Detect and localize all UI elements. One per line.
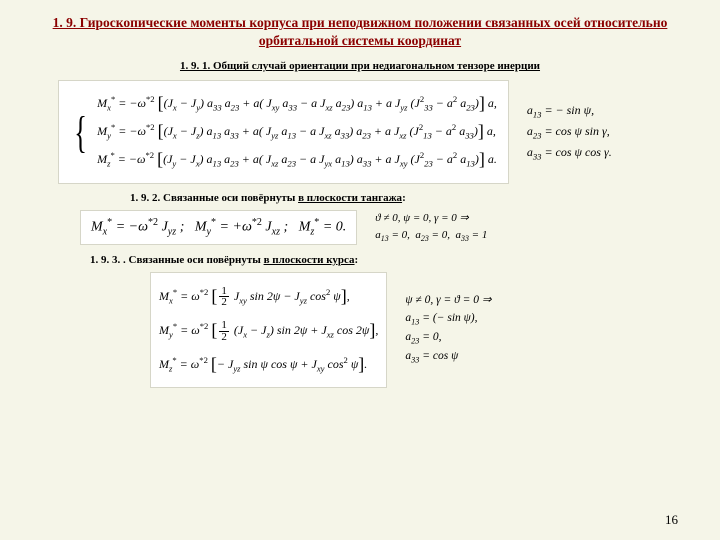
eq-193-3: Mz* = ω*2 [− Jyz sin ψ cos ψ + Jxy cos2 … xyxy=(159,347,378,381)
eq-191-2: My* = −ω*2 [(Jx − Jz) a13 a33 + a( Jyz a… xyxy=(97,118,497,146)
section-191-row: { Mx* = −ω*2 [(Jx − Jy) a33 a23 + a( Jxy… xyxy=(40,80,680,184)
eq-191-1: Mx* = −ω*2 [(Jx − Jy) a33 a23 + a( Jxy a… xyxy=(97,90,497,118)
side-191-3: a33 = cos ψ cos γ. xyxy=(527,143,612,164)
side-193-1: a13 = (− sin ψ), xyxy=(405,310,491,329)
eq-block-191: { Mx* = −ω*2 [(Jx − Jy) a33 a23 + a( Jxy… xyxy=(58,80,509,184)
side-193-3: a33 = cos ψ xyxy=(405,348,491,367)
side-192: ϑ ≠ 0, ψ = 0, γ = 0 ⇒ a13 = 0, a23 = 0, … xyxy=(375,210,487,246)
section-193-heading: 1. 9. 3. . Связанные оси повёрнуты в пло… xyxy=(90,254,680,266)
side-191: a13 = − sin ψ, a23 = cos ψ sin γ, a33 = … xyxy=(527,101,612,163)
main-title: 1. 9. Гироскопические моменты корпуса пр… xyxy=(40,14,680,50)
side-191-2: a23 = cos ψ sin γ, xyxy=(527,122,612,143)
side-193-0: ψ ≠ 0, γ = ϑ = 0 ⇒ xyxy=(405,292,491,310)
side-191-1: a13 = − sin ψ, xyxy=(527,101,612,122)
eq-193-1: Mx* = ω*2 [12 Jxy sin 2ψ − Jyz cos2 ψ], xyxy=(159,279,378,313)
section-191-heading: 1. 9. 1. Общий случай ориентации при нед… xyxy=(40,60,680,72)
eq-191-3: Mz* = −ω*2 [(Jy − Jx) a13 a23 + a( Jxz a… xyxy=(97,146,497,174)
eq-block-193: Mx* = ω*2 [12 Jxy sin 2ψ − Jyz cos2 ψ], … xyxy=(150,272,387,389)
side-192-1: ϑ ≠ 0, ψ = 0, γ = 0 ⇒ xyxy=(375,210,487,227)
section-193-row: Mx* = ω*2 [12 Jxy sin 2ψ − Jyz cos2 ψ], … xyxy=(150,272,680,389)
side-193-2: a23 = 0, xyxy=(405,329,491,348)
eq-192: Mx* = −ω*2 Jyz ; My* = +ω*2 Jxz ; Mz* = … xyxy=(91,215,346,240)
page-number: 16 xyxy=(665,512,678,528)
side-192-2: a13 = 0, a23 = 0, a33 = 1 xyxy=(375,227,487,245)
side-193: ψ ≠ 0, γ = ϑ = 0 ⇒ a13 = (− sin ψ), a23 … xyxy=(405,292,491,367)
eq-193-2: My* = ω*2 [12 (Jx − Jz) sin 2ψ + Jxz cos… xyxy=(159,313,378,347)
section-192-heading: 1. 9. 2. Связанные оси повёрнуты в плоск… xyxy=(130,192,680,204)
section-192-row: Mx* = −ω*2 Jyz ; My* = +ω*2 Jxz ; Mz* = … xyxy=(80,210,680,246)
eq-block-192: Mx* = −ω*2 Jyz ; My* = +ω*2 Jxz ; Mz* = … xyxy=(80,210,357,245)
